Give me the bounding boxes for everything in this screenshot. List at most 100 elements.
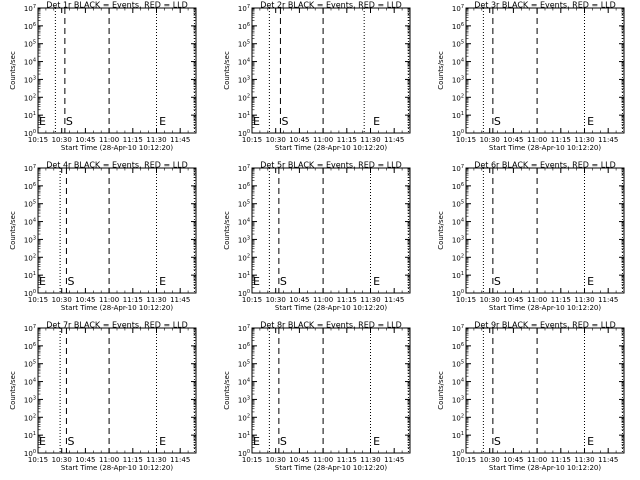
x-tick-label: 11:45 xyxy=(170,456,190,464)
y-axis-label: Counts/sec xyxy=(437,371,445,410)
end-marker: E xyxy=(159,115,166,128)
y-tick-label: 105 xyxy=(24,40,36,49)
x-tick-label: 10:45 xyxy=(289,456,309,464)
end-marker-left: E xyxy=(253,115,260,128)
end-marker-left: E xyxy=(39,275,46,288)
panel-9: Det 9r BLACK = Events, RED = LLD 100 101 10… xyxy=(437,321,625,472)
y-tick-label: 105 xyxy=(24,200,36,209)
x-tick-label: 10:45 xyxy=(289,296,309,304)
end-marker: E xyxy=(373,435,380,448)
x-tick-label: 10:15 xyxy=(242,456,262,464)
y-axis-label: Counts/sec xyxy=(9,371,17,410)
x-tick-label: 10:15 xyxy=(28,296,48,304)
start-marker: S xyxy=(280,275,287,288)
y-tick-label: 101 xyxy=(452,431,464,440)
x-tick-label: 11:15 xyxy=(337,136,357,144)
y-tick-label: 104 xyxy=(238,218,250,227)
x-tick-label: 10:45 xyxy=(503,296,523,304)
y-tick-label: 103 xyxy=(24,395,36,404)
y-tick-label: 101 xyxy=(238,271,250,280)
y-tick-label: 104 xyxy=(24,378,36,387)
y-axis-label: Counts/sec xyxy=(9,51,17,90)
y-tick-label: 102 xyxy=(452,253,464,262)
x-tick-label: 11:15 xyxy=(551,296,571,304)
y-tick-label: 103 xyxy=(24,75,36,84)
x-tick-label: 11:00 xyxy=(99,296,119,304)
y-tick-label: 104 xyxy=(452,58,464,67)
y-tick-label: 100 xyxy=(238,449,250,458)
x-tick-label: 10:30 xyxy=(266,136,286,144)
y-tick-label: 100 xyxy=(24,129,36,138)
panel-2: Det 2r BLACK = Events, RED = LLD 100 101 10… xyxy=(223,1,411,152)
panel-title: Det 6r BLACK = Events, RED = LLD xyxy=(474,161,616,170)
start-marker: S xyxy=(67,275,74,288)
y-tick-label: 103 xyxy=(238,235,250,244)
x-tick-label: 11:15 xyxy=(123,296,143,304)
x-tick-label: 10:30 xyxy=(52,296,72,304)
x-axis-label: Start Time (28-Apr-10 10:12:20) xyxy=(489,304,601,312)
y-tick-label: 101 xyxy=(24,431,36,440)
end-marker-left: E xyxy=(39,115,46,128)
end-marker: E xyxy=(373,115,380,128)
y-tick-label: 106 xyxy=(24,22,36,31)
x-tick-label: 10:15 xyxy=(456,456,476,464)
x-tick-label: 11:30 xyxy=(574,296,594,304)
plot-frame xyxy=(465,327,625,454)
y-tick-label: 107 xyxy=(238,4,250,13)
x-tick-label: 10:45 xyxy=(503,136,523,144)
y-tick-label: 100 xyxy=(238,129,250,138)
x-tick-label: 11:00 xyxy=(99,456,119,464)
x-tick-label: 11:15 xyxy=(123,456,143,464)
x-tick-label: 10:30 xyxy=(480,296,500,304)
start-marker: S xyxy=(494,435,501,448)
y-tick-label: 103 xyxy=(24,235,36,244)
y-tick-label: 106 xyxy=(452,182,464,191)
y-tick-label: 104 xyxy=(24,58,36,67)
x-tick-label: 11:15 xyxy=(337,296,357,304)
x-axis-label: Start Time (28-Apr-10 10:12:20) xyxy=(275,464,387,472)
plot-frame xyxy=(251,167,411,294)
y-tick-label: 105 xyxy=(452,200,464,209)
plot-frame xyxy=(465,167,625,294)
x-tick-label: 11:00 xyxy=(313,296,333,304)
y-tick-label: 103 xyxy=(238,75,250,84)
x-tick-label: 10:45 xyxy=(75,456,95,464)
end-marker: E xyxy=(159,435,166,448)
x-axis-label: Start Time (28-Apr-10 10:12:20) xyxy=(275,144,387,152)
x-tick-label: 11:30 xyxy=(360,296,380,304)
y-tick-label: 101 xyxy=(452,111,464,120)
start-marker: S xyxy=(281,115,288,128)
y-tick-label: 102 xyxy=(238,93,250,102)
x-axis-label: Start Time (28-Apr-10 10:12:20) xyxy=(275,304,387,312)
y-tick-label: 104 xyxy=(452,378,464,387)
x-tick-label: 11:45 xyxy=(170,296,190,304)
y-axis-label: Counts/sec xyxy=(223,371,231,410)
y-tick-label: 107 xyxy=(238,324,250,333)
y-tick-label: 106 xyxy=(24,182,36,191)
plot-frame xyxy=(37,7,197,134)
panel-title: Det 5r BLACK = Events, RED = LLD xyxy=(260,161,402,170)
end-marker: E xyxy=(159,275,166,288)
y-tick-label: 105 xyxy=(238,40,250,49)
panel-title: Det 7r BLACK = Events, RED = LLD xyxy=(46,321,188,330)
panel-1: Det 1r BLACK = Events, RED = LLD 100 101 10… xyxy=(9,1,197,152)
panel-title: Det 9r BLACK = Events, RED = LLD xyxy=(474,321,616,330)
x-tick-label: 11:15 xyxy=(551,456,571,464)
y-tick-label: 103 xyxy=(452,235,464,244)
panel-8: Det 8r BLACK = Events, RED = LLD 100 101 10… xyxy=(223,321,411,472)
x-tick-label: 10:15 xyxy=(456,136,476,144)
y-tick-label: 105 xyxy=(238,360,250,369)
y-axis-label: Counts/sec xyxy=(437,211,445,250)
panel-title: Det 2r BLACK = Events, RED = LLD xyxy=(260,1,402,10)
y-tick-label: 107 xyxy=(24,4,36,13)
end-marker: E xyxy=(587,115,594,128)
y-tick-label: 100 xyxy=(24,289,36,298)
x-tick-label: 10:15 xyxy=(28,136,48,144)
y-tick-label: 100 xyxy=(452,289,464,298)
x-tick-label: 11:30 xyxy=(574,136,594,144)
y-tick-label: 106 xyxy=(238,182,250,191)
y-tick-label: 107 xyxy=(24,164,36,173)
panel-5: Det 5r BLACK = Events, RED = LLD 100 101 10… xyxy=(223,161,411,312)
x-tick-label: 11:15 xyxy=(337,456,357,464)
